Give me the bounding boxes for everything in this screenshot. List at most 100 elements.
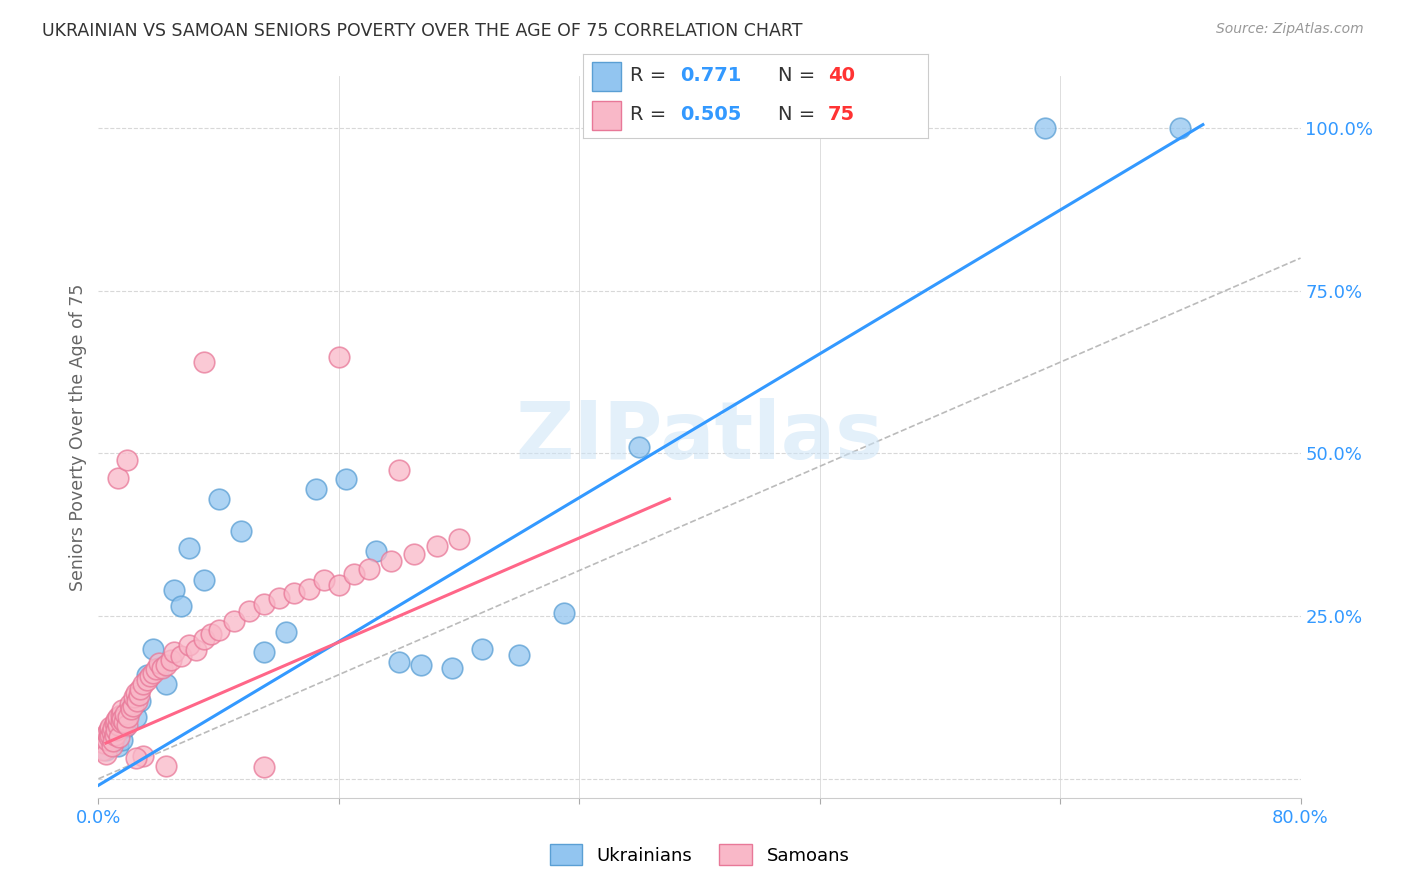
Point (162, 645, 184, 659)
FancyBboxPatch shape (592, 101, 621, 130)
Point (112, 714, 135, 729)
Point (125, 751, 148, 765)
Point (115, 453, 138, 467)
Point (105, 720, 128, 734)
Point (104, 727, 127, 741)
Point (253, 645, 276, 659)
Point (115, 718, 138, 732)
Point (553, 606, 575, 620)
Point (127, 694, 149, 708)
Point (148, 656, 170, 670)
Point (97, 730, 120, 744)
Point (170, 649, 193, 664)
Point (366, 544, 388, 558)
Text: ZIPatlas: ZIPatlas (516, 398, 883, 476)
Text: R =: R = (630, 67, 672, 86)
Point (138, 669, 160, 683)
Point (328, 578, 350, 592)
Point (117, 710, 139, 724)
Point (425, 539, 447, 553)
Point (129, 694, 152, 708)
Point (267, 591, 290, 605)
Point (101, 739, 124, 754)
FancyBboxPatch shape (592, 62, 621, 91)
Point (193, 632, 215, 646)
Point (121, 700, 143, 714)
Point (110, 708, 132, 723)
Point (118, 697, 141, 711)
Legend: Ukrainians, Samoans: Ukrainians, Samoans (543, 837, 856, 872)
Point (114, 720, 136, 734)
Point (447, 533, 470, 547)
Point (101, 726, 124, 740)
Point (253, 760, 276, 774)
Point (129, 681, 152, 696)
Y-axis label: Seniors Poverty Over the Age of 75: Seniors Poverty Over the Age of 75 (69, 284, 87, 591)
Point (312, 574, 335, 588)
Point (388, 655, 411, 669)
Point (208, 491, 231, 506)
Point (125, 686, 148, 700)
Point (108, 723, 131, 737)
Point (231, 524, 253, 539)
Point (155, 657, 177, 672)
Point (117, 706, 139, 721)
Text: 0.771: 0.771 (681, 67, 741, 86)
Point (111, 732, 134, 747)
Point (125, 710, 148, 724)
Point (177, 541, 200, 555)
Point (508, 648, 530, 662)
Point (177, 639, 200, 653)
Point (93, 736, 115, 750)
Point (628, 440, 651, 454)
Point (110, 716, 132, 731)
Point (100, 720, 122, 734)
Point (193, 355, 215, 369)
Point (170, 599, 193, 614)
Point (145, 663, 167, 677)
Point (103, 721, 125, 735)
Point (122, 698, 145, 713)
Point (97, 723, 120, 737)
Point (253, 598, 276, 612)
Point (343, 566, 366, 581)
Point (104, 730, 127, 744)
Point (388, 462, 411, 476)
Point (107, 710, 129, 724)
Text: 75: 75 (828, 105, 855, 125)
Text: R =: R = (630, 105, 672, 125)
Point (357, 562, 380, 576)
Point (276, 625, 298, 640)
Point (101, 725, 124, 739)
Point (238, 604, 260, 618)
Point (96, 726, 118, 740)
Point (135, 667, 157, 681)
Point (155, 677, 177, 691)
Point (132, 677, 155, 691)
Point (200, 627, 222, 641)
Point (184, 643, 207, 657)
Point (335, 472, 357, 486)
Point (128, 689, 150, 703)
Point (1033, 120, 1056, 135)
Text: UKRAINIAN VS SAMOAN SENIORS POVERTY OVER THE AGE OF 75 CORRELATION CHART: UKRAINIAN VS SAMOAN SENIORS POVERTY OVER… (42, 22, 803, 40)
Point (107, 739, 129, 754)
Point (411, 657, 433, 672)
Point (208, 624, 231, 638)
Point (155, 759, 177, 773)
Point (103, 734, 125, 748)
Point (91, 742, 114, 756)
Text: 0.505: 0.505 (681, 105, 741, 125)
Point (105, 713, 128, 727)
Point (380, 554, 402, 568)
Text: N =: N = (778, 67, 821, 86)
Point (110, 714, 132, 729)
Point (193, 574, 215, 588)
Point (150, 661, 173, 675)
Point (135, 673, 157, 687)
Point (107, 718, 129, 732)
Point (1170, 120, 1192, 135)
Point (148, 661, 170, 675)
Point (162, 582, 184, 597)
Point (111, 712, 134, 726)
